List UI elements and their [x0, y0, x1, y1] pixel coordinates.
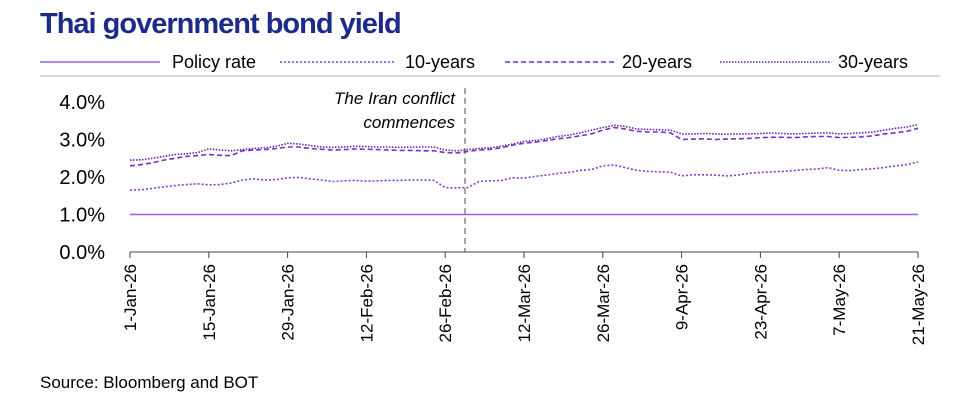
legend-label: 20-years [622, 52, 692, 72]
x-tick-label: 7-May-26 [830, 264, 849, 336]
x-tick-label: 23-Apr-26 [751, 264, 770, 340]
x-tick-label: 1-Jan-26 [121, 264, 140, 331]
y-tick-label: 0.0% [59, 242, 105, 264]
y-tick-label: 2.0% [59, 167, 105, 189]
annotation: commences [363, 113, 455, 132]
annotation: The Iran conflict [334, 89, 456, 108]
y-tick-label: 4.0% [59, 92, 105, 114]
chart-title: Thai government bond yield [40, 8, 401, 40]
x-tick-label: 12-Mar-26 [515, 264, 534, 342]
legend-label: 30-years [838, 52, 908, 72]
x-tick-label: 15-Jan-26 [200, 264, 219, 341]
x-tick-label: 26-Mar-26 [594, 264, 613, 342]
x-tick-label: 9-Apr-26 [673, 264, 692, 330]
x-tick-label: 12-Feb-26 [357, 264, 376, 342]
legend-label: Policy rate [172, 52, 256, 72]
series-line [129, 123, 919, 161]
source: Source: Bloomberg and BOT [40, 373, 258, 392]
x-tick-label: 26-Feb-26 [436, 264, 455, 342]
y-tick-label: 3.0% [59, 130, 105, 152]
x-tick-label: 29-Jan-26 [279, 264, 298, 341]
series-line [129, 161, 919, 191]
legend-label: 10-years [405, 52, 475, 72]
y-tick-label: 1.0% [59, 205, 105, 227]
x-tick-label: 21-May-26 [909, 264, 928, 345]
